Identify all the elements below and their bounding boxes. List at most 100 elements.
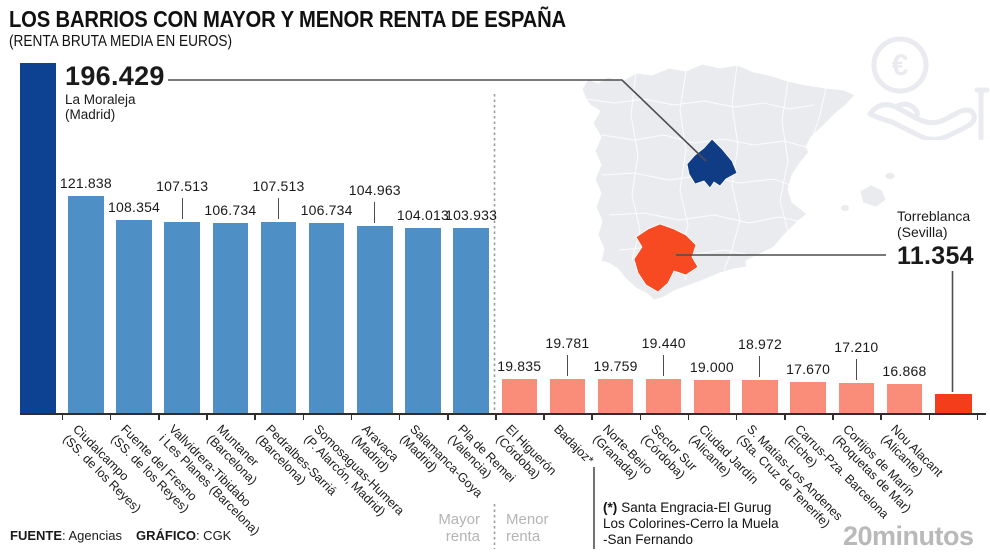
value-tick-badajoz	[566, 354, 568, 376]
axis-tick-1	[109, 413, 112, 420]
annotation-torreblanca: Torreblanca (Sevilla) 11.354	[897, 208, 974, 271]
max-name: La Moraleja	[65, 91, 136, 107]
footnote-marker: (*)	[603, 500, 618, 515]
axis-tick-5	[302, 413, 305, 420]
value-label-fuente-del-fresno: 108.354	[108, 199, 161, 216]
balearic-islands	[840, 172, 896, 212]
axis-tick-10	[543, 413, 545, 420]
page-title: LOS BARRIOS CON MAYOR Y MENOR RENTA DE E…	[9, 6, 566, 32]
spain-map	[581, 63, 896, 301]
bar-vallvidrera	[164, 221, 200, 414]
pointer-line-la-moraleja	[168, 79, 707, 162]
brand-logo-20minutos: 20minutos	[843, 521, 974, 551]
bar-pla-de-remei	[453, 228, 489, 414]
bar-fuente-del-fresno	[116, 220, 152, 414]
bar-pedralbes-sarria	[260, 221, 297, 414]
value-label-cortijos-de-marin: 17.210	[834, 339, 879, 356]
bar-la-moraleja	[20, 63, 56, 414]
max-place: (Madrid)	[65, 106, 116, 122]
legend-menor-renta: Menor renta	[506, 511, 549, 546]
bar-ciudalcampo	[68, 196, 104, 414]
value-label-somosaguas-humera: 106.734	[300, 202, 353, 219]
axis-tick-12	[639, 413, 642, 420]
x-axis	[20, 413, 986, 415]
min-value: 11.354	[897, 242, 974, 271]
axis-tick-2	[158, 413, 160, 420]
value-label-norte-beiro: 19.759	[593, 357, 638, 374]
value-label-vallvidrera: 107.513	[156, 177, 209, 194]
bar-torreblanca	[934, 393, 972, 414]
province-borders	[585, 64, 827, 281]
axis-tick-16	[832, 413, 834, 420]
euro-hand-icon: €	[867, 36, 990, 140]
euro-symbol: €	[892, 49, 909, 82]
value-label-el-higueron: 19.835	[497, 357, 542, 374]
category-label-norte-beiro: Norte-Beiro (Granada)	[589, 422, 655, 483]
value-tick-pedralbes-sarria	[277, 197, 279, 219]
page-subtitle: (RENTA BRUTA MEDIA EN EUROS)	[9, 33, 233, 50]
value-label-ciudad-jardin: 19.000	[689, 359, 734, 376]
bar-nou-alacant	[886, 383, 923, 414]
axis-tick-19	[976, 413, 979, 420]
value-label-nou-alacant: 16.868	[882, 362, 927, 379]
bar-somosaguas-humera	[308, 223, 345, 414]
axis-tick-8	[447, 413, 449, 420]
source-label: FUENTE	[10, 528, 62, 543]
value-label-salamanca-goya: 104.013	[396, 207, 449, 224]
bar-el-higueron	[501, 378, 537, 414]
value-tick-sector-sur	[663, 355, 664, 377]
legend-mayor-renta: Mayor renta	[438, 511, 480, 546]
category-label-badajoz: Badajoz*	[551, 422, 597, 468]
min-place: (Sevilla)	[897, 223, 948, 240]
axis-tick-3	[206, 413, 208, 420]
max-value: 196.429	[65, 61, 165, 91]
value-label-pla-de-remei: 103.933	[445, 207, 498, 224]
euro-coin-icon	[871, 36, 929, 94]
value-tick-aravaca	[374, 202, 376, 224]
bar-aravaca	[357, 226, 393, 414]
map-region-sevilla	[633, 223, 699, 293]
bar-s-matias-los-andenes	[742, 380, 778, 414]
source-credit: FUENTE: Agencias GRÁFICO: CGK	[10, 528, 232, 543]
axis-tick-15	[784, 413, 786, 420]
value-label-badajoz: 19.781	[545, 334, 590, 351]
axis-tick-18	[928, 413, 930, 420]
footnote-line-2: Los Colorines-Cerro la Muela	[603, 516, 779, 531]
min-name: Torreblanca	[897, 208, 971, 224]
bar-salamanca-goya	[405, 228, 441, 414]
value-label-sector-sur: 19.440	[641, 335, 686, 352]
bar-badajoz	[549, 378, 586, 414]
value-tick-vallvidrera	[181, 197, 183, 219]
annotation-la-moraleja: 196.429 La Moraleja (Madrid)	[65, 61, 165, 122]
axis-tick-17	[880, 413, 882, 420]
value-label-muntaner: 106.734	[204, 202, 257, 219]
map-region-madrid	[686, 138, 738, 189]
value-tick-s-matias-los-andenes	[759, 356, 761, 378]
axis-tick-13	[687, 413, 690, 420]
bar-sector-sur	[645, 379, 682, 414]
bar-norte-beiro	[597, 378, 634, 414]
value-tick-cortijos-de-marin	[855, 359, 857, 381]
axis-tick-11	[591, 413, 593, 420]
bar-muntaner	[212, 223, 249, 414]
bar-cortijos-de-marin	[838, 383, 875, 414]
axis-tick-14	[735, 413, 738, 420]
footnote-line-3: -San Fernando	[603, 532, 694, 547]
open-hand-icon	[867, 102, 977, 140]
footnote: (*) Santa Engracia-El Gurug Los Colorines…	[603, 500, 779, 548]
footnote-line-1: (*) Santa Engracia-El Gurug	[603, 500, 772, 515]
bar-carrus-pza-barcelona	[790, 382, 826, 414]
value-label-s-matias-los-andenes: 18.972	[737, 336, 783, 353]
axis-tick-4	[254, 413, 256, 420]
axis-tick-6	[350, 413, 353, 420]
value-label-pedralbes-sarria: 107.513	[252, 177, 305, 194]
axis-tick-7	[398, 413, 401, 420]
axis-tick-0	[61, 413, 64, 420]
value-label-aravaca: 104.963	[348, 182, 401, 199]
value-label-carrus-pza-barcelona: 17.670	[786, 361, 831, 378]
value-label-ciudalcampo: 121.838	[59, 175, 112, 192]
axis-tick-9	[495, 413, 497, 420]
